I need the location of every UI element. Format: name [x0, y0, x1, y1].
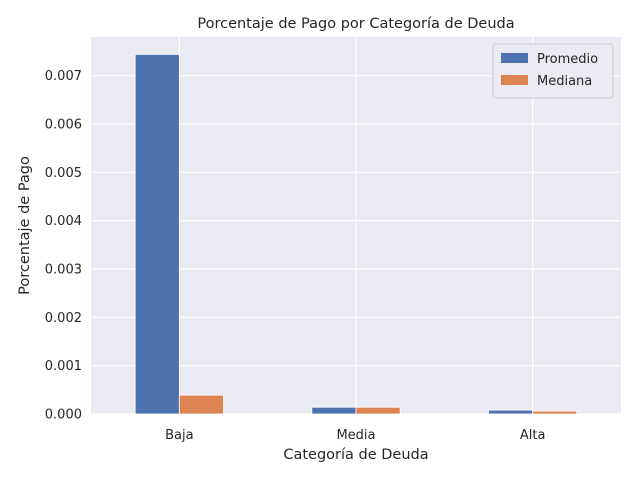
legend-swatch-promedio: [501, 53, 528, 63]
legend-label-promedio: Promedio: [537, 52, 598, 67]
y-tick-label: 0.005: [45, 166, 82, 181]
bar-mediana-alta: [532, 410, 578, 415]
x-axis-ticks: Baja Media Alta: [165, 428, 545, 443]
y-tick-label: 0.003: [45, 263, 82, 278]
chart-title: Porcentaje de Pago por Categoría de Deud…: [197, 16, 514, 32]
bar-mediana-baja: [178, 394, 224, 415]
y-tick-label: 0.001: [45, 359, 82, 374]
y-tick-label: 0.000: [45, 408, 82, 423]
bar-promedio-baja: [134, 54, 180, 415]
legend-swatch-mediana: [501, 75, 528, 85]
bars: [134, 54, 578, 415]
x-tick-label: Baja: [165, 428, 193, 443]
legend: Promedio Mediana: [492, 43, 614, 99]
x-axis-label: Categoría de Deuda: [283, 447, 428, 463]
legend-label-mediana: Mediana: [537, 74, 592, 89]
y-tick-label: 0.002: [45, 311, 82, 326]
y-tick-label: 0.004: [45, 214, 82, 229]
x-tick-label: Media: [336, 428, 375, 443]
bar-promedio-alta: [488, 409, 534, 415]
y-axis-ticks: 0.000 0.001 0.002 0.003 0.004 0.005 0.006 0.007: [45, 69, 82, 422]
bar-promedio-media: [311, 406, 357, 415]
y-tick-label: 0.006: [45, 118, 82, 133]
y-axis-label: Porcentaje de Pago: [17, 156, 33, 295]
x-tick-label: Alta: [520, 428, 546, 443]
y-tick-label: 0.007: [45, 69, 82, 84]
bar-mediana-media: [355, 406, 401, 415]
